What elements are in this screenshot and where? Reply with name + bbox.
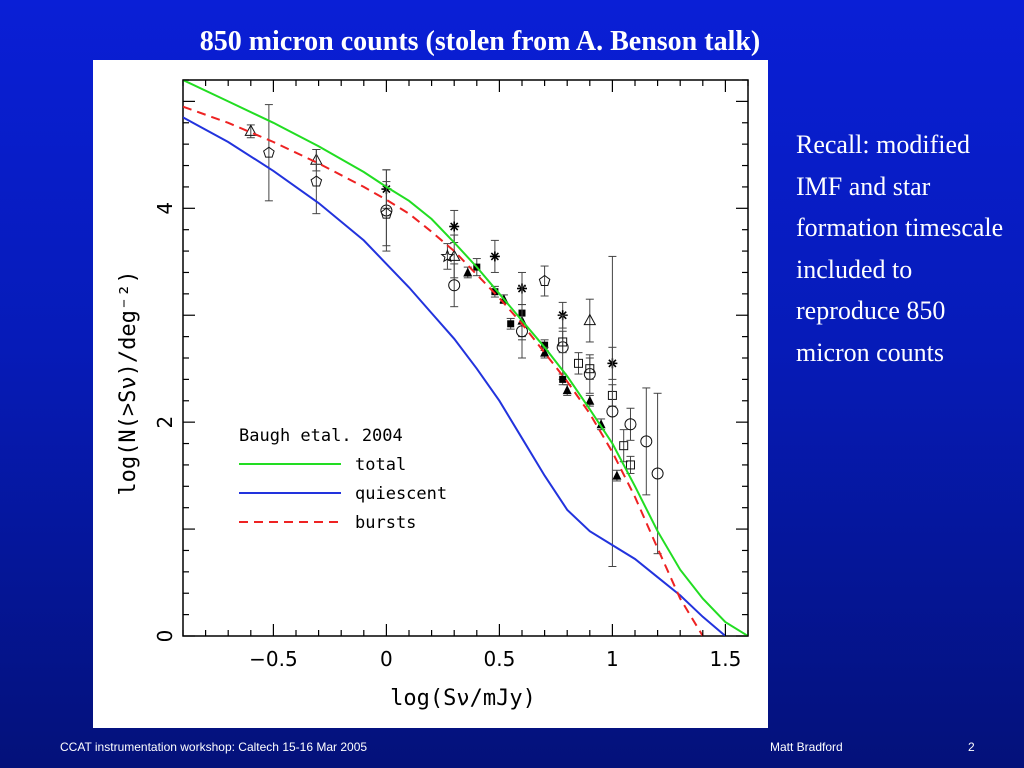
chart-svg: −0.5 0 0.5 1 1.5 0 2 4 log(Sν/mJy) log(N(>Sν)/d… bbox=[116, 79, 749, 711]
footer-author: Matt Bradford bbox=[770, 740, 843, 754]
marker bbox=[491, 288, 499, 296]
marker bbox=[585, 364, 595, 374]
curve-quiescent bbox=[183, 116, 727, 636]
data-point-square-open bbox=[625, 455, 635, 474]
marker bbox=[450, 222, 459, 231]
marker bbox=[619, 441, 629, 451]
side-note: Recall: modified IMF and star formation … bbox=[796, 130, 1004, 367]
marker bbox=[541, 341, 549, 349]
marker bbox=[651, 467, 664, 480]
x-tick-label: 0.5 bbox=[483, 647, 515, 671]
marker bbox=[447, 249, 461, 261]
marker bbox=[244, 124, 258, 136]
data-point-square-filled bbox=[506, 317, 515, 330]
marker bbox=[625, 460, 635, 470]
y-tick-label: 4 bbox=[153, 202, 177, 215]
marker bbox=[583, 313, 597, 326]
x-axis-label: log(Sν/mJy) bbox=[390, 686, 536, 711]
curve-total bbox=[183, 80, 748, 636]
data-point-triangle-open bbox=[244, 124, 258, 139]
marker bbox=[538, 274, 551, 286]
plot-border bbox=[182, 79, 749, 637]
data-point-square-open bbox=[619, 429, 629, 463]
marker bbox=[640, 435, 653, 448]
marker bbox=[606, 405, 619, 418]
data-point-pentagon-open bbox=[538, 265, 551, 297]
legend-entries: total quiescent bursts bbox=[239, 455, 447, 533]
marker bbox=[263, 146, 275, 158]
plot-panel: −0.5 0 0.5 1 1.5 0 2 4 log(Sν/mJy) log(N(>Sν)/d… bbox=[93, 60, 768, 728]
data-point-circle-open bbox=[651, 392, 664, 555]
data-point-triangle-open bbox=[583, 298, 597, 343]
x-tick-label: 1.5 bbox=[709, 647, 741, 671]
data-point-pentagon-open bbox=[310, 149, 323, 215]
marker bbox=[585, 395, 595, 405]
marker bbox=[596, 419, 606, 429]
marker bbox=[463, 267, 473, 277]
data-point-square-filled bbox=[558, 373, 567, 386]
marker bbox=[574, 358, 583, 368]
x-tick-label: 1 bbox=[606, 647, 619, 671]
footer-event: CCAT instrumentation workshop: Caltech 1… bbox=[60, 740, 368, 754]
y-tick-label: 2 bbox=[153, 416, 177, 429]
observation-points bbox=[244, 104, 664, 567]
data-point-circle-open bbox=[448, 263, 461, 308]
footer-page-number: 2 bbox=[968, 740, 975, 754]
data-point-circle-open bbox=[516, 304, 528, 359]
marker bbox=[612, 470, 622, 480]
legend-label-total: total bbox=[355, 455, 406, 475]
marker bbox=[559, 375, 567, 383]
marker bbox=[558, 337, 568, 347]
legend-title: Baugh etal. 2004 bbox=[239, 426, 403, 446]
model-curves bbox=[183, 80, 748, 636]
y-axis-label: log(N(>Sν)/deg⁻²) bbox=[116, 270, 141, 495]
legend-label-bursts: bursts bbox=[355, 513, 416, 533]
data-point-circle-open bbox=[624, 407, 637, 441]
data-point-circle-open bbox=[606, 255, 619, 567]
x-tick-label: 0 bbox=[380, 647, 393, 671]
legend-label-quiescent: quiescent bbox=[355, 484, 447, 504]
plot-frame bbox=[182, 79, 749, 637]
marker bbox=[562, 385, 572, 395]
marker bbox=[516, 325, 528, 338]
data-point-square-open bbox=[585, 357, 595, 380]
curve-bursts bbox=[183, 105, 704, 636]
slide-title: 850 micron counts (stolen from A. Benson… bbox=[199, 26, 761, 57]
marker bbox=[310, 175, 323, 187]
data-point-pentagon-open bbox=[380, 181, 393, 247]
marker bbox=[624, 418, 637, 431]
marker bbox=[490, 252, 499, 261]
marker bbox=[380, 207, 393, 219]
marker bbox=[540, 347, 550, 357]
legend: Baugh etal. 2004 total quiescent bursts bbox=[239, 426, 447, 533]
y-tick-label: 0 bbox=[153, 630, 177, 643]
data-point-triangle-filled bbox=[612, 469, 622, 482]
data-point-asterisk bbox=[489, 239, 500, 273]
x-tick-label: −0.5 bbox=[249, 647, 298, 671]
data-point-square-open bbox=[574, 352, 583, 375]
data-point-square-open bbox=[558, 330, 568, 354]
marker bbox=[448, 279, 461, 292]
marker bbox=[507, 320, 515, 328]
data-point-circle-open bbox=[640, 387, 653, 496]
axis-ticks: −0.5 0 0.5 1 1.5 0 2 4 bbox=[153, 79, 749, 671]
